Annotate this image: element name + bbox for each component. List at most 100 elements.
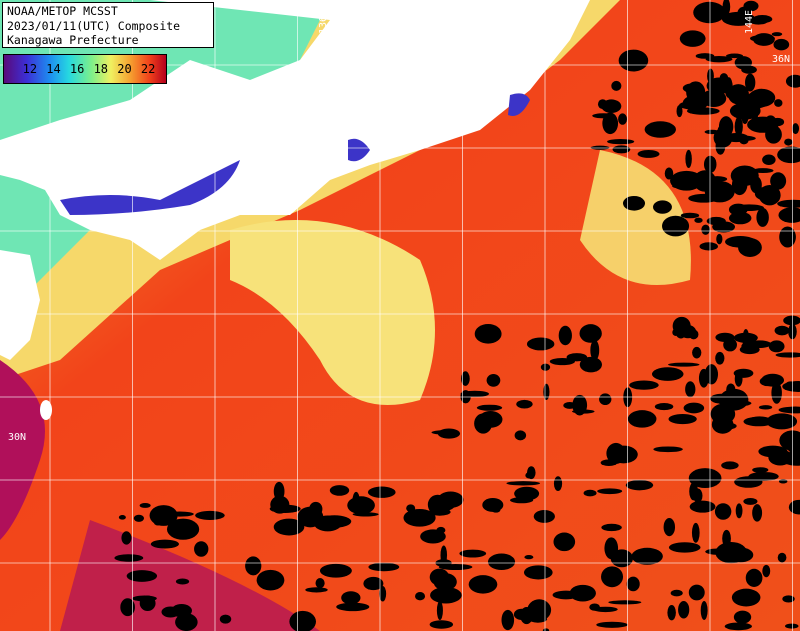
cloud [748,88,776,107]
cloud [701,224,710,235]
cloud [406,504,416,513]
header-box: NOAA/METOP MCSST 2023/01/11(UTC) Composit… [2,2,214,48]
cloud [704,7,713,12]
cloud [501,609,515,631]
cloud [713,127,733,148]
cloud [654,403,674,411]
lat-label: 36N [772,54,791,65]
land [0,250,40,360]
cloud [730,390,747,406]
cloud [693,488,703,503]
cloud [514,486,540,501]
cloud [593,606,618,613]
cloud [114,554,144,562]
cloud [679,30,706,47]
cloud [139,502,151,508]
cloud [461,371,470,386]
cloud [618,113,627,125]
cloud [688,584,705,601]
cloud [679,325,697,339]
cloud [420,529,446,544]
cloud [682,83,703,93]
cloud [731,588,761,607]
cloud [714,503,732,520]
cloud [762,564,771,578]
cloud [689,500,716,513]
cloud [583,489,597,497]
cloud [270,495,290,514]
scale-label: 14 [46,62,61,76]
cloud [668,542,701,553]
cloud [715,541,748,564]
cloud [745,568,763,587]
header-line: 2023/01/11(UTC) Composite [7,18,181,33]
cloud [525,472,534,479]
scale-label: 16 [69,62,85,76]
cloud [487,553,516,571]
cloud [491,507,501,513]
cloud [685,381,696,398]
cloud [653,446,683,453]
cloud [153,516,163,526]
cloud [592,113,616,119]
cloud [629,380,659,390]
cloud [513,608,530,621]
cloud [691,522,700,543]
cloud [788,147,800,158]
cloud [476,404,503,411]
cloud [653,200,672,214]
cloud [506,481,541,486]
cloud [771,32,783,37]
cloud [777,199,800,208]
cloud [683,402,705,414]
cloud [783,315,800,326]
scale-label: 18 [93,62,109,76]
scale-label: 20 [117,62,132,76]
cloud [317,515,352,528]
cloud [685,149,692,168]
cloud [752,504,763,522]
cloud [733,610,752,624]
cloud [729,102,761,120]
cloud [679,100,707,110]
cloud [379,585,387,602]
cloud [726,53,744,59]
cloud [680,212,700,219]
cloud [706,156,717,168]
cloud [662,215,690,237]
cloud [777,552,787,563]
cloud [612,145,631,154]
cloud [608,600,642,605]
cloud [468,575,498,594]
cloud [688,468,722,488]
cloud [175,578,190,585]
cloud [363,576,384,591]
cloud [347,496,375,515]
cloud [631,547,663,565]
cloud [762,154,776,166]
cloud [607,139,635,145]
cloud [352,491,360,512]
cloud [552,590,580,600]
cloud [478,411,503,428]
cloud [429,620,454,629]
cloud [436,600,443,621]
cloud [770,172,787,190]
cloud [668,413,697,425]
cloud [118,515,126,520]
cloud [543,383,550,400]
cloud [734,116,743,137]
lon-label: 144E [744,9,755,34]
cloud [553,532,576,552]
cloud [782,381,800,392]
cloud [533,510,555,523]
cloud [606,442,626,464]
cloud [415,592,426,601]
cloud [524,554,534,560]
cloud [579,356,602,373]
cloud [345,600,355,610]
cloud [474,324,502,344]
cloud [618,49,649,72]
header-line: Kanagawa Prefecture [7,33,139,47]
